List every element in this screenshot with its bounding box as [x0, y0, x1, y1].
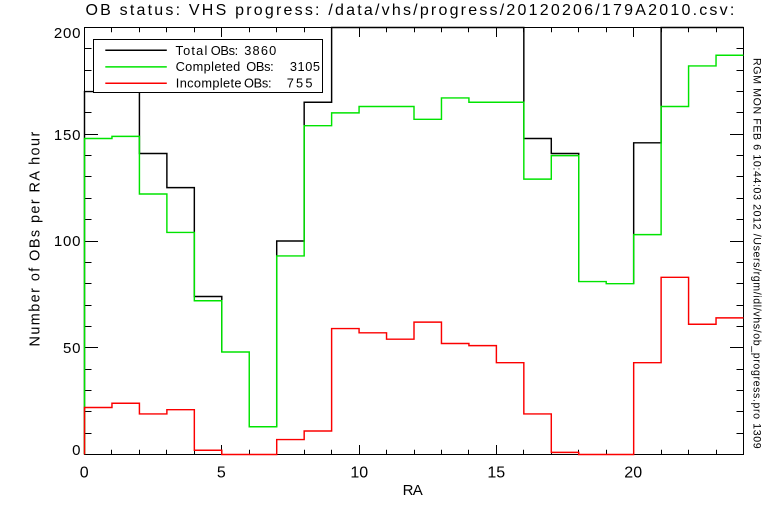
- svg-text:Number of OBs per RA hour: Number of OBs per RA hour: [28, 130, 44, 346]
- svg-text:50: 50: [63, 340, 81, 357]
- svg-text:3860: 3860: [244, 43, 277, 58]
- svg-text:100: 100: [54, 233, 81, 250]
- svg-text:Completed: Completed: [176, 59, 241, 74]
- svg-text:755: 755: [287, 76, 315, 91]
- svg-text:OBs:: OBs:: [211, 43, 238, 58]
- svg-text:Total: Total: [176, 43, 209, 58]
- svg-text:3105: 3105: [290, 59, 321, 74]
- svg-text:20: 20: [624, 465, 642, 482]
- svg-text:5: 5: [217, 465, 226, 482]
- svg-text:Incomplete: Incomplete: [176, 76, 242, 91]
- svg-text:OBs:: OBs:: [246, 59, 273, 74]
- svg-text:OB status: VHS progress: /data: OB status: VHS progress: /data/vhs/progr…: [85, 2, 736, 19]
- svg-text:OBs:: OBs:: [244, 76, 271, 91]
- svg-text:10: 10: [350, 465, 368, 482]
- svg-text:150: 150: [54, 127, 81, 144]
- svg-text:0: 0: [80, 465, 89, 482]
- svg-text:15: 15: [487, 465, 505, 482]
- svg-text:RA: RA: [403, 482, 423, 499]
- svg-text:0: 0: [72, 442, 81, 459]
- svg-text:200: 200: [54, 25, 81, 42]
- svg-text:RGM MON FEB 6 10:44:03 2012 /: RGM MON FEB 6 10:44:03 2012 /Users/rgm/i…: [751, 58, 763, 449]
